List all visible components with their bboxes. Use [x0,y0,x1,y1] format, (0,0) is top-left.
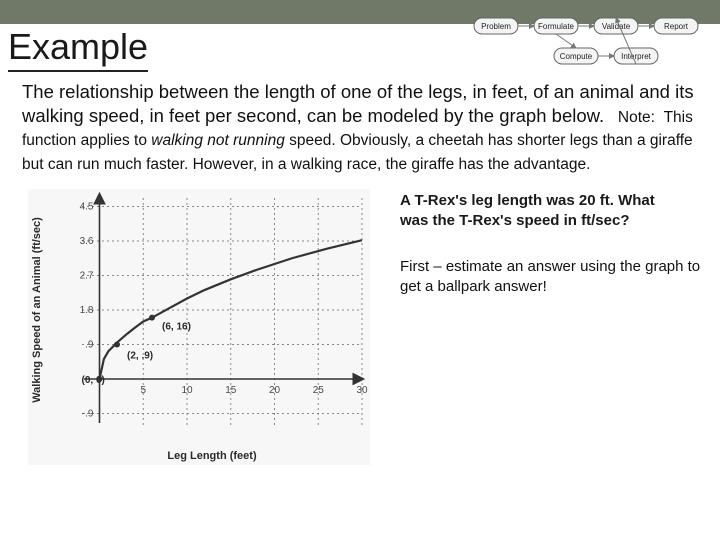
svg-text:1.8: 1.8 [80,305,94,316]
svg-text:(6, 16): (6, 16) [162,321,191,332]
svg-text:Compute: Compute [560,52,593,61]
content-row: .9 1.8 2.7 3.6 4.5 -.9 5 10 15 20 25 30 (0, 0) (2, .9… [0,175,720,470]
page-title: Example [8,26,148,72]
note-italic: walking not running [151,132,285,149]
svg-text:25: 25 [313,385,325,396]
svg-text:30: 30 [356,385,368,396]
svg-text:-.9: -.9 [82,408,94,419]
question-line-2: was the T-Rex's speed in ft/sec? [400,212,629,229]
header-row: Example Problem Formulate Validate Report Co… [0,24,720,72]
svg-text:4.5: 4.5 [80,201,94,212]
svg-text:Problem: Problem [481,22,511,31]
svg-text:2.7: 2.7 [80,270,94,281]
svg-text:Interpret: Interpret [621,52,652,61]
svg-text:(0, 0): (0, 0) [82,375,105,386]
svg-text:20: 20 [269,385,281,396]
leg-length-chart: .9 1.8 2.7 3.6 4.5 -.9 5 10 15 20 25 30 (0, 0) (2, .9… [22,185,382,465]
svg-text:Validate: Validate [602,22,631,31]
svg-text:Report: Report [664,22,689,31]
svg-text:5: 5 [140,385,146,396]
svg-text:Formulate: Formulate [538,22,575,31]
svg-text:15: 15 [225,385,237,396]
question-text: A T-Rex's leg length was 20 ft. What was… [400,191,710,232]
svg-text:(2, .9): (2, .9) [127,350,153,361]
body-paragraph: The relationship between the length of o… [0,72,720,175]
svg-text:Walking Speed of an Animal (ft: Walking Speed of an Animal (ft/sec) [31,217,43,403]
right-column: A T-Rex's leg length was 20 ft. What was… [400,185,710,470]
flow-diagram: Problem Formulate Validate Report Compute Int… [456,8,706,68]
chart-container: .9 1.8 2.7 3.6 4.5 -.9 5 10 15 20 25 30 (0, 0) (2, .9… [22,185,382,470]
note-lead: Note: [618,109,655,126]
body-main: The relationship between the length of o… [22,81,694,126]
svg-text:10: 10 [181,385,193,396]
svg-text:3.6: 3.6 [80,236,94,247]
svg-text:Leg Length (feet): Leg Length (feet) [167,450,257,462]
question-line-1: A T-Rex's leg length was 20 ft. What [400,192,655,209]
hint-text: First – estimate an answer using the gra… [400,257,710,296]
svg-text:.9: .9 [85,339,94,350]
